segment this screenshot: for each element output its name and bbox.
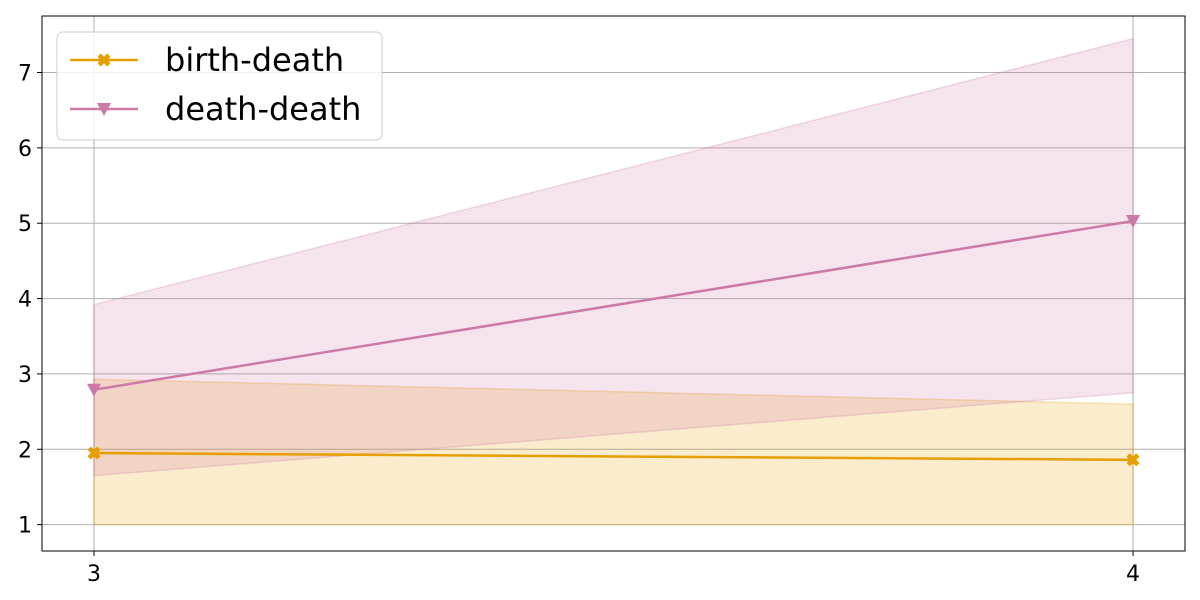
legend: birth-death death-death (56, 31, 383, 141)
death-death-point (1126, 214, 1141, 228)
y-tick-label: 5 (18, 212, 32, 237)
birth-death-line (93, 451, 1134, 462)
x-tick-label: 3 (87, 562, 101, 587)
y-tick-label: 2 (18, 438, 32, 463)
legend-box (56, 31, 383, 141)
birth-death-point (87, 446, 101, 460)
birth-death-point (1126, 453, 1140, 467)
y-tick-label: 7 (18, 62, 32, 87)
confidence-bands (93, 37, 1134, 526)
series-lines (93, 219, 1134, 462)
y-axis: 1 2 3 4 5 6 7 (18, 62, 42, 539)
birth-death-band (93, 378, 1134, 526)
death-death-point (86, 383, 101, 397)
legend-marker (97, 103, 111, 116)
legend-label: death-death (165, 90, 361, 128)
death-death-line (93, 219, 1134, 391)
y-tick-label: 1 (18, 514, 32, 539)
legend-label: birth-death (165, 41, 344, 79)
legend-marker (97, 53, 111, 67)
y-tick-label: 3 (18, 363, 32, 388)
death-death-band (93, 37, 1134, 477)
x-tick-label: 4 (1126, 562, 1140, 587)
y-tick-label: 6 (18, 137, 32, 162)
y-tick-label: 4 (18, 288, 32, 313)
plot-frame (41, 15, 1186, 552)
series-markers (86, 214, 1141, 467)
